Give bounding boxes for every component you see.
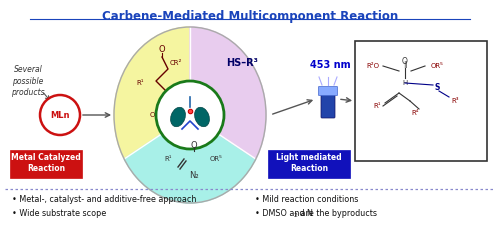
Text: O: O <box>158 45 166 55</box>
Text: R¹: R¹ <box>136 80 144 86</box>
Text: H: H <box>402 80 407 86</box>
Text: • Metal-, catalyst- and additive-free approach: • Metal-, catalyst- and additive-free ap… <box>12 195 196 203</box>
Bar <box>355 41 487 161</box>
FancyBboxPatch shape <box>318 86 338 96</box>
Text: Several
possible
products: Several possible products <box>11 65 45 97</box>
Text: R¹: R¹ <box>373 103 381 109</box>
Text: OR⁵: OR⁵ <box>210 156 223 162</box>
Text: R⁴: R⁴ <box>411 110 419 116</box>
Text: 453 nm: 453 nm <box>310 60 350 70</box>
Text: N₂: N₂ <box>189 171 199 179</box>
Text: O: O <box>170 112 174 118</box>
Text: S: S <box>158 100 166 110</box>
Bar <box>268 150 350 178</box>
Text: O: O <box>190 140 198 150</box>
Text: R³: R³ <box>451 98 459 104</box>
Text: • Wide substrate scope: • Wide substrate scope <box>12 209 106 217</box>
Circle shape <box>156 81 224 149</box>
Text: Carbene-Mediated Multicomponent Reaction: Carbene-Mediated Multicomponent Reaction <box>102 10 398 23</box>
Text: Metal Catalyzed
Reaction: Metal Catalyzed Reaction <box>11 153 81 173</box>
Text: ‖: ‖ <box>403 62 407 69</box>
Polygon shape <box>190 27 266 159</box>
Polygon shape <box>114 27 190 159</box>
Bar <box>10 150 82 178</box>
Text: CR²: CR² <box>170 60 182 66</box>
Circle shape <box>40 95 80 135</box>
FancyBboxPatch shape <box>321 94 335 118</box>
Text: are the byproducts: are the byproducts <box>298 209 378 217</box>
Text: • Mild reaction conditions: • Mild reaction conditions <box>255 195 358 203</box>
Text: • DMSO and N: • DMSO and N <box>255 209 313 217</box>
Text: O: O <box>402 56 408 65</box>
Text: R¹: R¹ <box>164 156 172 162</box>
Text: 2: 2 <box>294 213 298 218</box>
Text: S: S <box>434 83 440 93</box>
Text: R²O: R²O <box>366 63 380 69</box>
Polygon shape <box>124 115 256 203</box>
Text: MLn: MLn <box>50 110 70 120</box>
Text: O: O <box>150 112 154 118</box>
Text: OR⁵: OR⁵ <box>430 63 444 69</box>
Text: Light mediated
Reaction: Light mediated Reaction <box>276 153 342 173</box>
Ellipse shape <box>194 107 210 127</box>
Text: HS–R³: HS–R³ <box>226 58 258 68</box>
Ellipse shape <box>170 107 186 127</box>
